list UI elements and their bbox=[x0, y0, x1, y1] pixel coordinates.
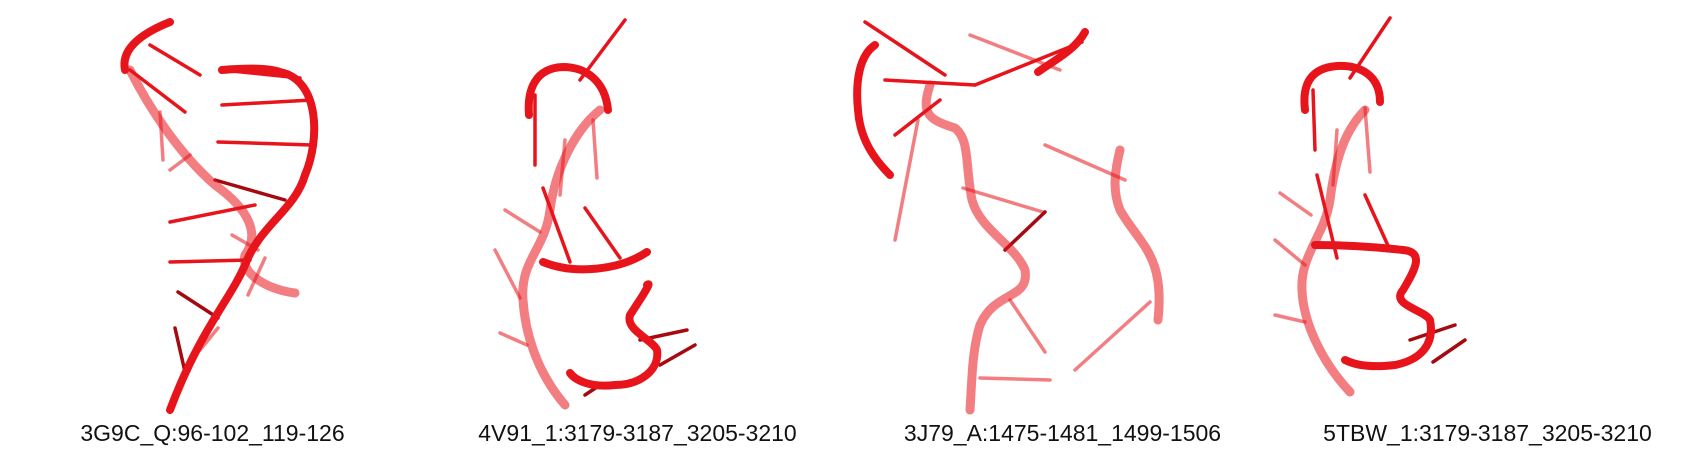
rna-structure-2 bbox=[493, 18, 697, 410]
backbone-ribbon-back bbox=[518, 105, 605, 410]
backbone-ribbon-front bbox=[1300, 61, 1435, 371]
base-sticks bbox=[863, 20, 1152, 382]
backbone-ribbon-front bbox=[524, 63, 662, 390]
structure-panel-3: 3J79_A:1475-1481_1499-1506 bbox=[850, 0, 1275, 460]
rna-structure-3 bbox=[853, 20, 1164, 415]
backbone-ribbon-right bbox=[1110, 145, 1164, 325]
backbone-ribbon-back bbox=[921, 80, 1030, 415]
backbone-ribbon-front bbox=[120, 18, 319, 414]
structure-caption-2: 4V91_1:3179-3187_3205-3210 bbox=[478, 420, 797, 446]
structure-caption-1: 3G9C_Q:96-102_119-126 bbox=[80, 420, 345, 446]
structure-panel-2: 4V91_1:3179-3187_3205-3210 bbox=[425, 0, 850, 460]
backbone-ribbon-back bbox=[125, 65, 300, 298]
backbone-ribbon-front bbox=[853, 28, 1089, 179]
backbone-ribbon-top bbox=[218, 64, 284, 76]
structure-caption-4: 5TBW_1:3179-3187_3205-3210 bbox=[1323, 420, 1652, 446]
backbone-ribbon-back bbox=[1297, 105, 1370, 397]
structure-caption-3: 3J79_A:1475-1481_1499-1506 bbox=[903, 420, 1222, 446]
rna-structure-1 bbox=[120, 18, 319, 414]
structure-panel-4: 5TBW_1:3179-3187_3205-3210 bbox=[1273, 0, 1700, 460]
rna-structure-4 bbox=[1273, 16, 1467, 397]
structure-panel-1: 3G9C_Q:96-102_119-126 bbox=[0, 0, 425, 460]
